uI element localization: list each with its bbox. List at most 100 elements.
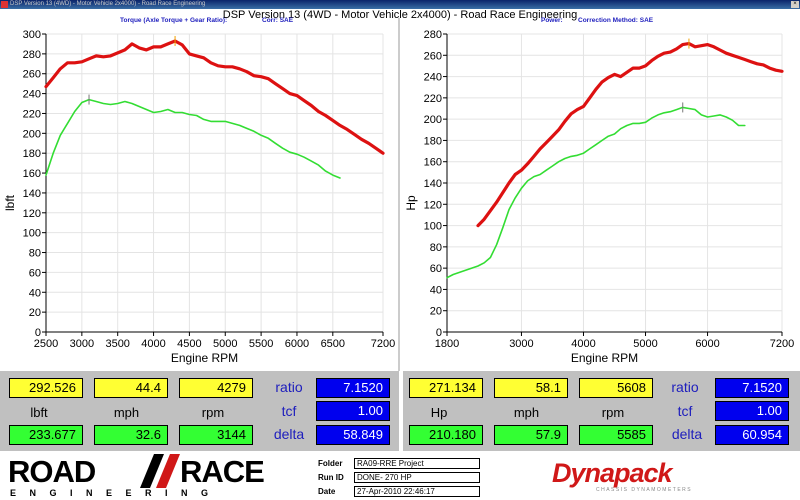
app-icon [1, 1, 8, 8]
logo-road-text: ROAD [8, 454, 96, 489]
torque-peak-rpm: 4279 [179, 378, 253, 398]
chart-canvas: 0 20 40 60 80 100 120 140 160 180 200 220 240 260 280 3… [3, 18, 794, 371]
ratio-label: ratio [671, 379, 699, 395]
torque-subtitle: Torque (Axle Torque + Gear Ratio): [120, 17, 228, 24]
tcf-value: 1.00 [316, 401, 390, 421]
power-peak-rpm: 5608 [579, 378, 653, 398]
power-ytick-label: 20 [430, 306, 442, 318]
torque-correction: Corr: SAE [262, 17, 294, 24]
torque-peak-value: 292.526 [9, 378, 83, 398]
torque-second-value: 233.677 [9, 425, 83, 445]
tcf-value: 1.00 [715, 401, 789, 421]
readout-separator [399, 371, 403, 451]
delta-label: delta [671, 426, 703, 442]
rpm-label: rpm [201, 405, 225, 420]
close-button[interactable]: × [791, 1, 799, 8]
ratio-value: 7.1520 [715, 378, 789, 398]
torque-ytick-label: 120 [23, 208, 41, 220]
chart-main-title: DSP Version 13 (4WD - Motor Vehicle 2x40… [222, 9, 578, 21]
power-xtick-label: 6000 [695, 338, 719, 350]
torque-ytick-label: 80 [29, 248, 41, 260]
power-ytick-label: 100 [424, 221, 442, 233]
torque-ytick-label: 300 [23, 29, 41, 41]
date-label: Date [318, 487, 336, 496]
window-titlebar: DSP Version 13 (4WD) - Motor Vehicle 2x4… [0, 0, 800, 9]
power-ytick-label: 80 [430, 242, 442, 254]
power-ytick-label: 140 [424, 178, 442, 190]
delta-value: 58.849 [316, 425, 390, 445]
power-ytick-label: 160 [424, 157, 442, 169]
runid-label: Run ID [318, 473, 344, 482]
power-series-0-line [476, 41, 784, 228]
mph-label: mph [113, 405, 140, 420]
tcf-label: tcf [677, 403, 693, 419]
folder-value: RA09-RRE Project [354, 458, 480, 469]
torque-xlabel: Engine RPM [171, 351, 238, 365]
readout-panel: 292.526 44.4 4279 lbft mph rpm 233.677 3… [0, 371, 800, 451]
power-xtick-label: 7200 [770, 338, 794, 350]
torque-ytick-label: 20 [29, 307, 41, 319]
power-xtick-label: 1800 [435, 338, 459, 350]
power-ytick-label: 60 [430, 263, 442, 275]
torque-xtick-label: 4500 [177, 338, 201, 350]
torque-ytick-label: 40 [29, 287, 41, 299]
ratio-value: 7.1520 [316, 378, 390, 398]
power-xtick-label: 3000 [509, 338, 533, 350]
power-series-1-line [446, 106, 746, 279]
power-xlabel: Engine RPM [571, 351, 638, 365]
logo-slash-icon [140, 454, 180, 488]
delta-label: delta [273, 426, 305, 442]
power-second-mph: 57.9 [494, 425, 568, 445]
torque-xtick-label: 5500 [249, 338, 273, 350]
torque-xtick-label: 6000 [285, 338, 309, 350]
power-ytick-label: 260 [424, 50, 442, 62]
power-ytick-label: 120 [424, 199, 442, 211]
rpm-label: rpm [601, 405, 625, 420]
mph-label: mph [513, 405, 540, 420]
power-unit-label: Hp [430, 405, 448, 420]
dynapack-subtitle: CHASSIS DYNAMOMETERS [596, 487, 693, 493]
power-ytick-label: 220 [424, 93, 442, 105]
ratio-label: ratio [275, 379, 303, 395]
power-peak-mph: 58.1 [494, 378, 568, 398]
runid-value: DONE- 270 HP [354, 472, 480, 483]
torque-unit-label: lbft [30, 405, 48, 420]
torque-ytick-label: 180 [23, 148, 41, 160]
power-xtick-label: 4000 [571, 338, 595, 350]
torque-ytick-label: 240 [23, 89, 41, 101]
tcf-label: tcf [281, 403, 297, 419]
power-ylabel: Hp [404, 195, 418, 211]
torque-ytick-label: 260 [23, 69, 41, 81]
power-xtick-label: 5000 [633, 338, 657, 350]
power-ytick-label: 240 [424, 72, 442, 84]
torque-ylabel: lbft [3, 194, 17, 211]
torque-xtick-label: 4000 [141, 338, 165, 350]
delta-value: 60.954 [715, 425, 789, 445]
dynapack-logo: Dynapack [552, 458, 673, 488]
torque-xtick-label: 6500 [321, 338, 345, 350]
torque-xtick-label: 5000 [213, 338, 237, 350]
torque-ytick-label: 100 [23, 228, 41, 240]
torque-xtick-label: 3500 [105, 338, 129, 350]
logo-engineering-text: ENGINEERING [10, 488, 222, 498]
logo-race-text: RACE [180, 454, 265, 489]
power-second-value: 210.180 [409, 425, 483, 445]
power-ytick-label: 280 [424, 29, 442, 41]
torque-second-rpm: 3144 [179, 425, 253, 445]
power-peak-value: 271.134 [409, 378, 483, 398]
folder-label: Folder [318, 459, 343, 468]
torque-ytick-label: 220 [23, 108, 41, 120]
torque-ytick-label: 0 [35, 327, 41, 339]
torque-xtick-label: 7200 [371, 338, 395, 350]
torque-xtick-label: 2500 [34, 338, 58, 350]
torque-peak-mph: 44.4 [94, 378, 168, 398]
torque-ytick-label: 200 [23, 128, 41, 140]
torque-ytick-label: 160 [23, 168, 41, 180]
window-title: DSP Version 13 (4WD) - Motor Vehicle 2x4… [10, 1, 206, 7]
torque-second-mph: 32.6 [94, 425, 168, 445]
torque-series-0-line [44, 39, 385, 155]
power-ytick-label: 40 [430, 284, 442, 296]
date-value: 27-Apr-2010 22:46:17 [354, 486, 480, 497]
torque-series-1-line [45, 98, 341, 179]
torque-xtick-label: 3000 [70, 338, 94, 350]
